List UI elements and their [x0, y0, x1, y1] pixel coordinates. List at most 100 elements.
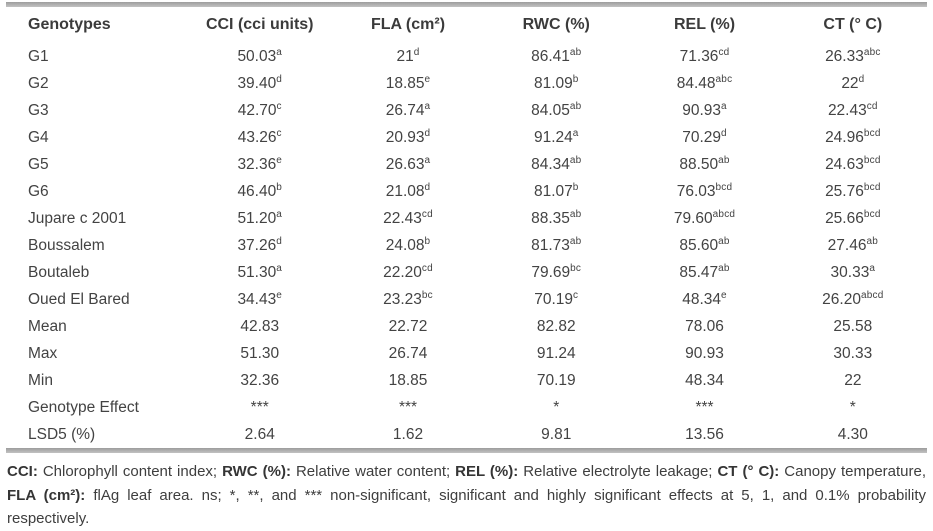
significance-superscript: e — [424, 73, 431, 85]
value-cell: 81.07b — [482, 178, 630, 205]
table-row: G6 46.40b 21.08d 81.07b 76.03bcd 25.76bcd — [6, 178, 927, 205]
value-cell: 43.26c — [186, 124, 334, 151]
table-row: G4 43.26c 20.93d 91.24a 70.29d 24.96bcd — [6, 124, 927, 151]
cell-value: 43.26 — [237, 128, 277, 146]
cell-value: 26.74 — [385, 101, 425, 119]
cell-value: 81.73 — [531, 236, 570, 254]
significance-superscript: ab — [569, 208, 582, 220]
header-row: Genotypes CCI (cci units) FLA (cm²) RWC (%)… — [6, 7, 927, 43]
value-cell: 30.33a — [779, 259, 927, 286]
significance-superscript: e — [721, 289, 727, 301]
cell-value: 25.58 — [833, 317, 873, 335]
column-header-5: CT (° C) — [823, 16, 883, 33]
cell-value: 48.34 — [682, 290, 722, 308]
cell-value: * — [553, 398, 560, 416]
value-cell: 20.93d — [334, 124, 482, 151]
cell-value: 22 — [844, 371, 862, 389]
cell-value: 13.56 — [685, 425, 724, 443]
cell-value: 26.74 — [388, 344, 428, 362]
value-cell: 37.26d — [186, 232, 334, 259]
table-row: Max 51.30 26.74 91.24 90.93 30.33 — [6, 340, 927, 367]
genotype-label: G5 — [28, 155, 49, 173]
cell-value: 25.76 — [825, 182, 864, 200]
significance-superscript: c — [276, 100, 282, 112]
value-cell: *** — [334, 394, 482, 421]
table-body: G1 50.03a 21d 86.41ab 71.36cd 26.33abc G2 39.40… — [6, 43, 927, 448]
cell-value: 51.30 — [237, 263, 277, 281]
value-cell: 70.19 — [482, 367, 630, 394]
cell-value: 79.69 — [531, 263, 571, 281]
value-cell: *** — [630, 394, 778, 421]
significance-superscript: e — [276, 154, 282, 166]
cell-value: 90.93 — [682, 101, 722, 119]
value-cell: 24.08b — [334, 232, 482, 259]
cell-value: 81.09 — [533, 74, 573, 92]
cell-value: 91.24 — [536, 344, 576, 362]
footnote-term: REL (%): — [455, 463, 519, 480]
significance-superscript: d — [413, 46, 420, 58]
cell-value: 91.24 — [533, 128, 573, 146]
value-cell: 86.41ab — [482, 43, 630, 70]
column-header-4: REL (%) — [674, 16, 736, 33]
value-cell: 84.05ab — [482, 97, 630, 124]
value-cell: 26.20abcd — [779, 286, 927, 313]
significance-superscript: c — [276, 127, 282, 139]
table-row: Boussalem 37.26d 24.08b 81.73ab 85.60ab 27.46… — [6, 232, 927, 259]
cell-value: 21 — [396, 47, 414, 65]
value-cell: 79.69bc — [482, 259, 630, 286]
value-cell: 32.36 — [186, 367, 334, 394]
significance-superscript: e — [276, 289, 282, 301]
cell-value: 22 — [841, 74, 859, 92]
cell-value: 32.36 — [237, 155, 277, 173]
value-cell: 71.36cd — [630, 43, 778, 70]
value-cell: 90.93a — [630, 97, 778, 124]
significance-superscript: b — [276, 181, 282, 193]
cell-value: 22.43 — [383, 209, 422, 227]
value-cell: 81.73ab — [482, 232, 630, 259]
cell-value: * — [849, 398, 856, 416]
table-row: LSD5 (%) 2.64 1.62 9.81 13.56 4.30 — [6, 421, 927, 448]
cell-value: 26.33 — [825, 47, 864, 65]
cell-value: 24.08 — [385, 236, 425, 254]
cell-value: 30.33 — [833, 344, 873, 362]
value-cell: 18.85e — [334, 70, 482, 97]
significance-superscript: d — [424, 181, 431, 193]
significance-superscript: a — [276, 46, 282, 58]
cell-value: 22.20 — [383, 263, 422, 281]
significance-superscript: ab — [718, 262, 730, 274]
cell-value: *** — [250, 398, 269, 416]
significance-superscript: a — [572, 127, 579, 139]
cell-value: 37.26 — [237, 236, 277, 254]
table-row: Genotype Effect *** *** * *** * — [6, 394, 927, 421]
cell-value: 42.70 — [237, 101, 277, 119]
cell-value: 48.34 — [685, 371, 724, 389]
cell-value: 34.43 — [237, 290, 277, 308]
genotype-label: Mean — [28, 317, 67, 335]
cell-value: 9.81 — [541, 425, 572, 443]
cell-value: 18.85 — [385, 74, 425, 92]
value-cell: 30.33 — [779, 340, 927, 367]
cell-value: 79.60 — [673, 209, 713, 227]
table-row: G5 32.36e 26.63a 84.34ab 88.50ab 24.63bcd — [6, 151, 927, 178]
significance-superscript: a — [276, 208, 282, 220]
footnote-term: RWC (%): — [222, 463, 291, 480]
table-row: Oued El Bared 34.43e 23.23bc 70.19c 48.34e 26… — [6, 286, 927, 313]
value-cell: 26.74 — [334, 340, 482, 367]
significance-superscript: abc — [715, 73, 733, 85]
cell-value: 70.29 — [682, 128, 722, 146]
value-cell: 25.66bcd — [779, 205, 927, 232]
significance-superscript: a — [424, 154, 431, 166]
significance-superscript: ab — [569, 235, 582, 247]
value-cell: 48.34e — [630, 286, 778, 313]
value-cell: 26.74a — [334, 97, 482, 124]
cell-value: 82.82 — [536, 317, 576, 335]
cell-value: 24.96 — [825, 128, 864, 146]
cell-value: 23.23 — [383, 290, 422, 308]
significance-superscript: bcd — [863, 127, 881, 139]
cell-value: 84.48 — [676, 74, 716, 92]
value-cell: 9.81 — [482, 421, 630, 448]
significance-superscript: bc — [421, 289, 433, 301]
cell-value: 71.36 — [679, 47, 719, 65]
value-cell: 2.64 — [186, 421, 334, 448]
cell-value: 30.33 — [830, 263, 870, 281]
